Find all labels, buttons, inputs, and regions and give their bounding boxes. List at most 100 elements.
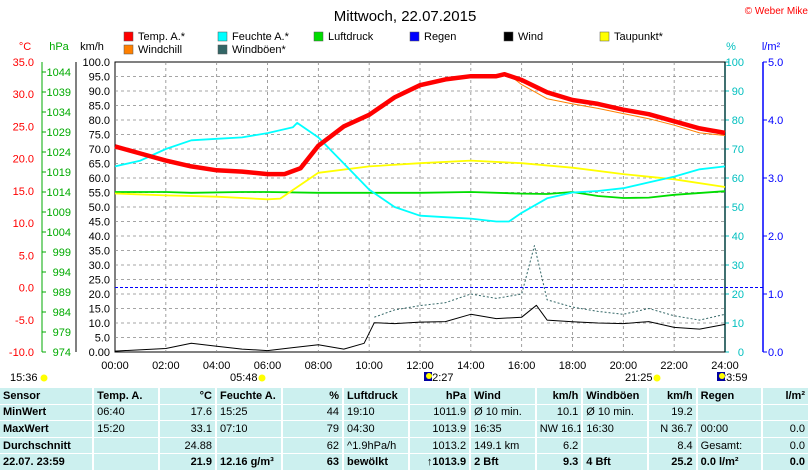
- time-marker-label: 23:59: [720, 372, 748, 384]
- axis-headers: °C hPa km/h% l/m²: [19, 41, 781, 53]
- table-cell: 19.2: [647, 404, 698, 421]
- header-cell: Temp. A.: [93, 388, 160, 405]
- series-group: [114, 71, 726, 352]
- x-tick-label: 08:00: [305, 360, 333, 372]
- wind-tick-label: 75.0: [89, 130, 110, 142]
- table-cell: [696, 404, 764, 421]
- series-line-taupunkt: [114, 159, 726, 201]
- time-marker-label: 21:25: [625, 372, 653, 384]
- rain-tick-label: 5.0: [768, 57, 783, 69]
- legend-label: Wind: [518, 31, 543, 43]
- pressure-tick-label: 999: [53, 247, 71, 259]
- temp-tick-label: 15.0: [13, 186, 34, 198]
- wind-tick-label: 30.0: [89, 260, 110, 272]
- table-cell: 12.16 g/m³: [215, 453, 283, 471]
- table-cell: 06:40: [93, 404, 160, 421]
- table-cell: ^1.9hPa/h: [343, 437, 410, 454]
- moon-icon: [426, 373, 432, 379]
- wind-tick-label: 85.0: [89, 101, 110, 113]
- temp-tick-label: 35.0: [13, 57, 34, 69]
- row-label: 22.07. 23:59: [0, 453, 95, 471]
- table-cell: 15:20: [93, 420, 160, 438]
- wind-tick-label: 40.0: [89, 231, 110, 243]
- grid: [114, 61, 763, 353]
- series-line-feuchtea: [114, 122, 726, 223]
- pressure-tick-label: 979: [53, 327, 71, 339]
- time-markers: 15:36 05:48 12:27 21:25 23:59: [10, 372, 748, 384]
- wind-tick-label: 95.0: [89, 72, 110, 84]
- table-cell: 17.6: [158, 404, 217, 421]
- legend-swatch: [123, 44, 134, 55]
- table-cell: N 36.7: [647, 420, 698, 438]
- legend-swatch: [503, 31, 514, 42]
- humidity-tick-label: 80: [732, 115, 744, 127]
- table-cell: 8.4: [647, 437, 698, 454]
- legend-label: Feuchte A.*: [232, 31, 290, 43]
- header-cell: hPa: [408, 388, 472, 405]
- table-cell: 9.3: [535, 453, 584, 471]
- rain-tick-label: 3.0: [768, 173, 783, 185]
- table-cell: 0.0: [762, 420, 810, 438]
- pressure-tick-label: 994: [53, 267, 71, 279]
- table-cell: 0.0: [762, 437, 810, 454]
- table-cell: 79: [281, 420, 345, 438]
- wind-tick-label: 60.0: [89, 173, 110, 185]
- series-line-tempa: [114, 71, 726, 177]
- humidity-tick-label: 90: [732, 86, 744, 98]
- x-tick-label: 02:00: [152, 360, 180, 372]
- rain-tick-label: 4.0: [768, 115, 783, 127]
- x-tick-label: 18:00: [559, 360, 587, 372]
- temp-tick-label: 30.0: [13, 89, 34, 101]
- pressure-tick-label: 1034: [47, 107, 71, 119]
- wind-tick-label: 5.0: [95, 333, 110, 345]
- table-row: Durchschnitt 24.88 62 ^1.9hPa/h 1013.2 1…: [0, 437, 810, 454]
- legend-label: Windböen*: [232, 44, 287, 56]
- humidity-tick-label: 60: [732, 173, 744, 185]
- pressure-tick-label: 1044: [47, 67, 71, 79]
- pressure-tick-label: 984: [53, 307, 71, 319]
- row-label: MaxWert: [0, 420, 95, 438]
- weather-chart: Mittwoch, 22.07.2015 © Weber Mike Temp. …: [9, 6, 809, 384]
- header-cell: Feuchte A.: [215, 388, 283, 405]
- legend-label: Taupunkt*: [614, 31, 664, 43]
- table-cell: 4 Bft: [582, 453, 649, 471]
- x-tick-label: 20:00: [610, 360, 638, 372]
- table-cell: 21.9: [158, 453, 217, 471]
- table-cell: 1013.2: [408, 437, 472, 454]
- table-cell: [762, 404, 810, 421]
- table-cell: 16:35: [470, 420, 537, 438]
- table-header-row: Sensor Temp. A. °C Feuchte A. % Luftdruc…: [0, 388, 810, 405]
- table-cell: 10.1: [535, 404, 584, 421]
- temp-tick-label: -5.0: [15, 315, 34, 327]
- series-line-windben: [374, 245, 726, 321]
- x-tick-label: 06:00: [254, 360, 282, 372]
- header-cell: km/h: [647, 388, 698, 405]
- table-cell: Ø 10 min.: [582, 404, 649, 421]
- pressure-unit-label: hPa: [49, 41, 69, 53]
- series-line-luftdruck: [115, 190, 726, 199]
- legend-swatch: [313, 31, 324, 42]
- credit-text: © Weber Mike: [745, 6, 809, 17]
- legend-swatch: [217, 31, 228, 42]
- rain-tick-label: 0.0: [768, 347, 783, 359]
- pressure-tick-label: 1029: [47, 127, 71, 139]
- humidity-tick-label: 100: [726, 57, 744, 69]
- wind-tick-label: 80.0: [89, 115, 110, 127]
- header-cell: km/h: [535, 388, 584, 405]
- wind-tick-label: 20.0: [89, 289, 110, 301]
- header-cell: °C: [158, 388, 217, 405]
- time-marker-label: 05:48: [230, 372, 258, 384]
- pressure-tick-label: 1004: [47, 227, 71, 239]
- header-cell: Windböen: [582, 388, 649, 405]
- rain-tick-label: 2.0: [768, 231, 783, 243]
- rain-tick-label: 1.0: [768, 289, 783, 301]
- pressure-tick-label: 989: [53, 287, 71, 299]
- table-cell: ↑1013.9: [408, 453, 472, 471]
- table-cell: 44: [281, 404, 345, 421]
- table-cell: 15:25: [215, 404, 283, 421]
- wind-tick-label: 50.0: [89, 202, 110, 214]
- pressure-tick-label: 1039: [47, 87, 71, 99]
- table-cell: [93, 437, 160, 454]
- pressure-tick-label: 1024: [47, 147, 71, 159]
